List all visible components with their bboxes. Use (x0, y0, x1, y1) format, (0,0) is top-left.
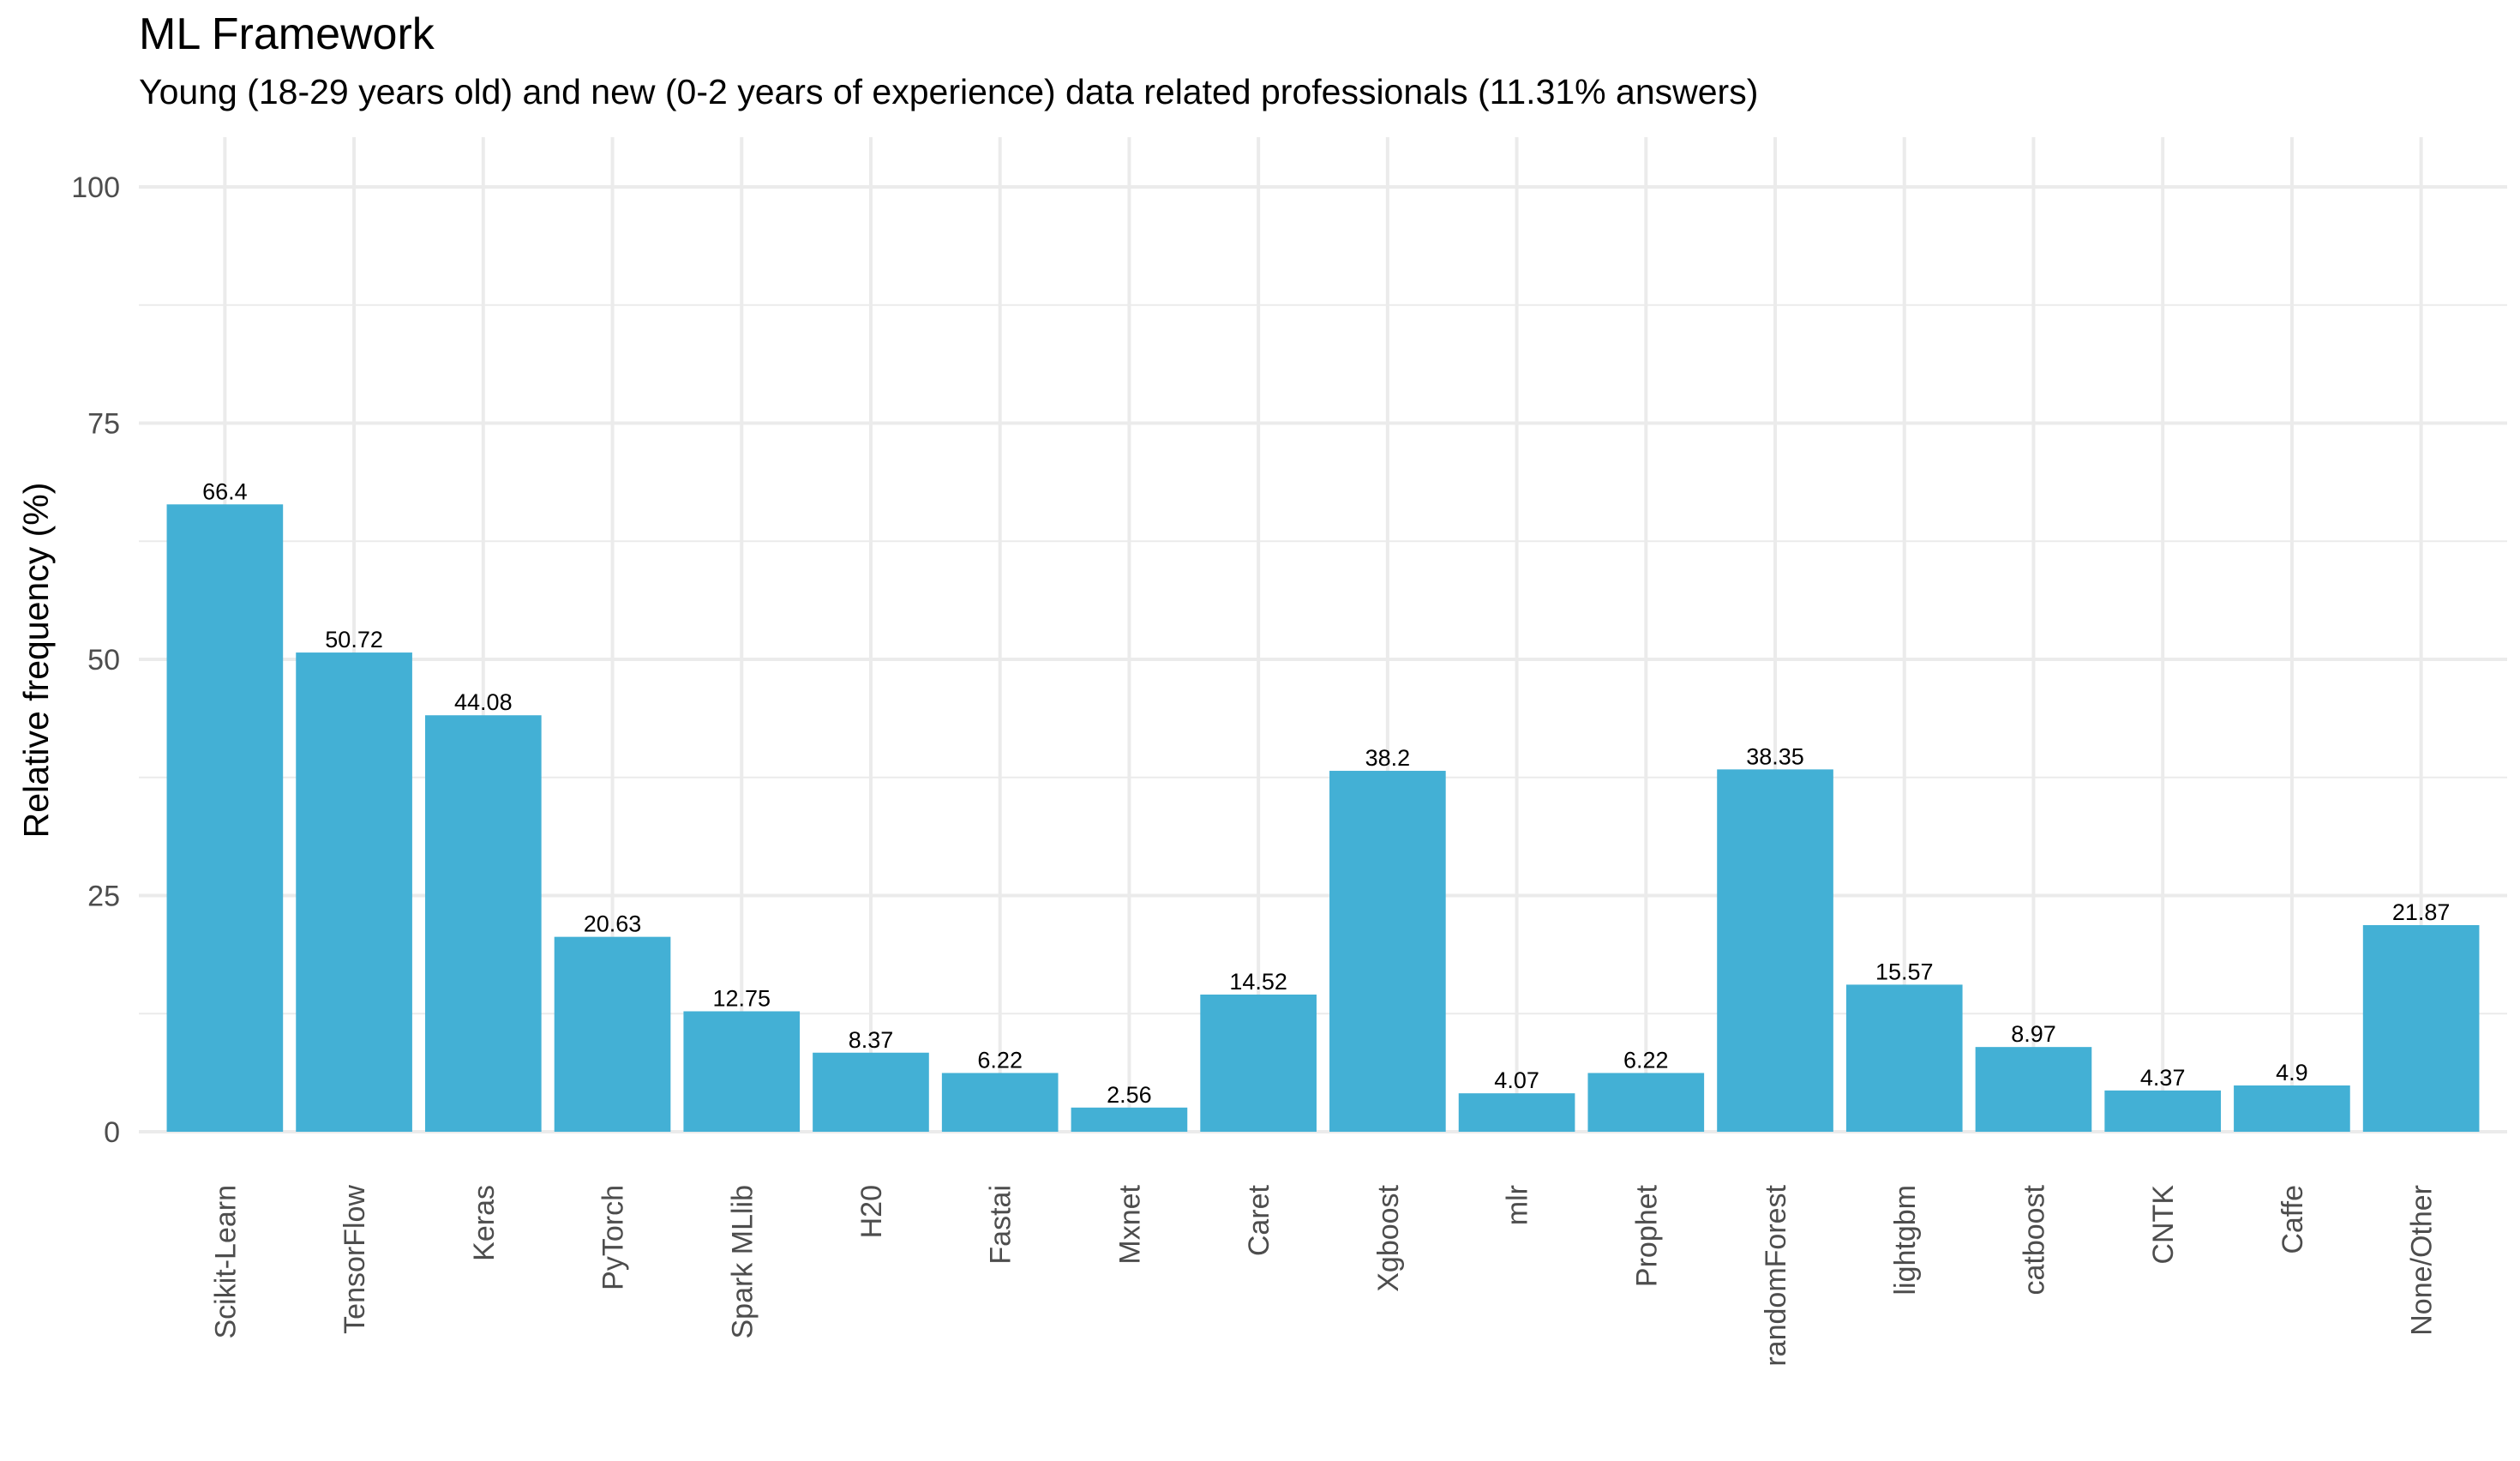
bars (166, 504, 2480, 1132)
x-tick-label: lightgbm (1889, 1185, 1922, 1296)
bar-value-label: 6.22 (1623, 1047, 1669, 1073)
bar-cntk (2104, 1090, 2222, 1132)
bar-tensorflow (296, 652, 412, 1132)
bar-value-label: 50.72 (325, 627, 383, 652)
x-tick-label: Mxnet (1113, 1184, 1146, 1264)
x-tick-label: Xgboost (1372, 1184, 1405, 1291)
y-tick-label: 25 (87, 881, 120, 913)
x-tick-label: randomForest (1760, 1184, 1792, 1366)
bar-randomforest (1717, 769, 1833, 1132)
y-tick-label: 0 (104, 1116, 120, 1149)
bar-value-label: 2.56 (1107, 1082, 1152, 1108)
x-tick-label: Fastai (985, 1185, 1017, 1265)
bar-value-label: 4.07 (1494, 1067, 1539, 1093)
bar-keras (424, 715, 542, 1132)
x-tick-label: Scikit-Learn (209, 1185, 242, 1339)
bar-value-label: 38.2 (1365, 745, 1411, 771)
bar-h20 (813, 1052, 929, 1132)
x-tick-label: CNTK (2147, 1185, 2180, 1265)
x-tick-label: H20 (855, 1185, 888, 1238)
bar-value-label: 8.97 (2011, 1021, 2056, 1047)
y-axis-ticks: 0 25 50 75 100 (71, 171, 120, 1149)
bar-scikit-learn (166, 504, 284, 1132)
bar-xgboost (1329, 771, 1446, 1132)
x-tick-label: mlr (1502, 1185, 1534, 1225)
x-tick-label: PyTorch (597, 1185, 630, 1290)
bar-lightgbm (1845, 984, 1963, 1132)
bar-none-other (2362, 924, 2480, 1132)
x-tick-label: Keras (468, 1185, 501, 1261)
chart-title: ML Framework (139, 9, 435, 59)
bar-mlr (1458, 1093, 1575, 1132)
bar-caret (1200, 994, 1317, 1132)
bar-value-label: 12.75 (712, 985, 771, 1011)
y-tick-label: 50 (87, 644, 120, 676)
bar-value-label: 21.87 (2392, 899, 2451, 925)
x-tick-label: Prophet (1630, 1184, 1663, 1287)
bar-value-label: 20.63 (584, 911, 642, 937)
bar-value-labels: 66.4 50.72 44.08 20.63 12.75 8.37 6.22 2.56 14.5… (202, 478, 2450, 1108)
bar-value-label: 4.37 (2140, 1065, 2186, 1091)
bar-value-label: 6.22 (977, 1047, 1023, 1073)
bar-value-label: 44.08 (454, 689, 513, 715)
x-tick-label: Caffe (2277, 1185, 2309, 1254)
bar-value-label: 38.35 (1746, 743, 1804, 769)
bar-fastai (941, 1073, 1059, 1132)
y-axis-title: Relative frequency (%) (16, 483, 56, 839)
y-tick-label: 100 (71, 171, 120, 204)
bar-value-label: 8.37 (849, 1027, 894, 1053)
x-tick-label: None/Other (2406, 1185, 2439, 1336)
bar-catboost (1975, 1047, 2092, 1132)
bar-value-label: 4.9 (2276, 1060, 2308, 1085)
bar-value-label: 15.57 (1875, 959, 1934, 984)
y-tick-label: 75 (87, 408, 120, 441)
bar-prophet (1587, 1073, 1705, 1132)
bar-mxnet (1071, 1107, 1188, 1132)
bar-pytorch (554, 936, 671, 1132)
chart-subtitle: Young (18-29 years old) and new (0-2 yea… (139, 72, 1759, 111)
x-tick-label: Caret (1243, 1184, 1275, 1256)
bar-spark-mllib (683, 1011, 801, 1132)
x-tick-label: TensorFlow (339, 1185, 371, 1334)
x-tick-label: catboost (2018, 1184, 2050, 1295)
x-axis-ticks: Scikit-Learn TensorFlow Keras PyTorch Spark … (209, 1184, 2438, 1366)
bar-value-label: 14.52 (1229, 969, 1287, 995)
bar-value-label: 66.4 (202, 478, 248, 504)
x-tick-label: Spark MLlib (726, 1185, 759, 1339)
bar-caffe (2234, 1085, 2350, 1132)
